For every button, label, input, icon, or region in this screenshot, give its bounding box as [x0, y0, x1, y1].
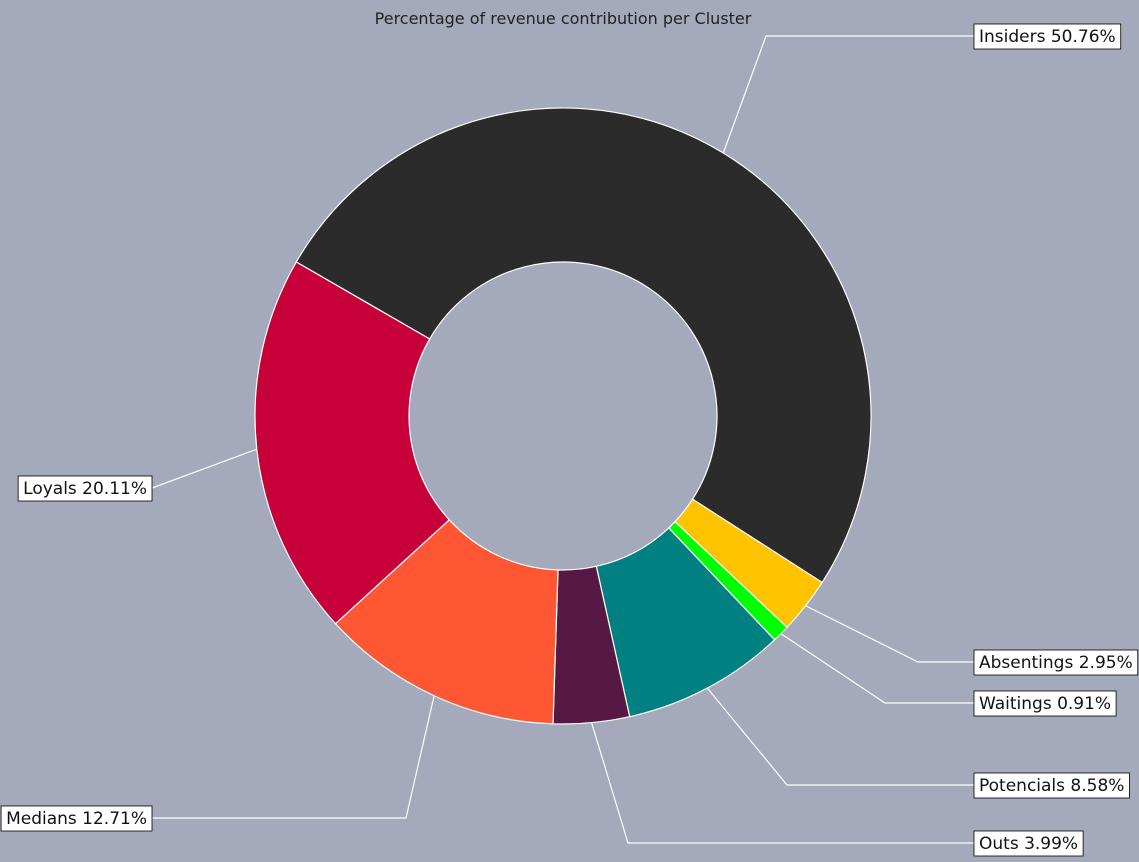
- leader-line-insiders: [722, 35, 974, 154]
- leader-line-waitings: [780, 633, 974, 704]
- slice-medians: [334, 518, 559, 725]
- slice-label-loyals: Loyals 20.11%: [23, 479, 147, 499]
- slice-label-insiders: Insiders 50.76%: [979, 27, 1116, 47]
- slice-label-medians: Medians 12.71%: [6, 809, 147, 829]
- label-box-absentings: [973, 649, 1139, 676]
- slice-insiders: [295, 107, 872, 584]
- label-box-potencials: [973, 772, 1130, 799]
- leader-line-outs: [590, 722, 974, 844]
- chart-title: Percentage of revenue contribution per C…: [375, 9, 752, 28]
- label-box-loyals: [17, 475, 153, 502]
- label-box-insiders: [973, 23, 1122, 50]
- leader-line-medians: [152, 695, 435, 819]
- leader-line-potencials: [706, 687, 974, 786]
- donut-slices: [254, 107, 872, 725]
- slice-labels: Insiders 50.76% Absentings 2.95% Waitings …: [0, 23, 1139, 857]
- slice-label-waitings: Waitings 0.91%: [979, 694, 1111, 714]
- slice-label-potencials: Potencials 8.58%: [979, 776, 1124, 796]
- label-box-medians: [0, 805, 153, 832]
- leader-line-loyals: [151, 448, 258, 489]
- label-box-outs: [973, 830, 1084, 857]
- slice-label-absentings: Absentings 2.95%: [979, 653, 1133, 673]
- slice-label-outs: Outs 3.99%: [979, 834, 1078, 854]
- leader-line-absentings: [805, 605, 974, 663]
- label-box-waitings: [973, 690, 1117, 717]
- slice-loyals: [254, 261, 451, 625]
